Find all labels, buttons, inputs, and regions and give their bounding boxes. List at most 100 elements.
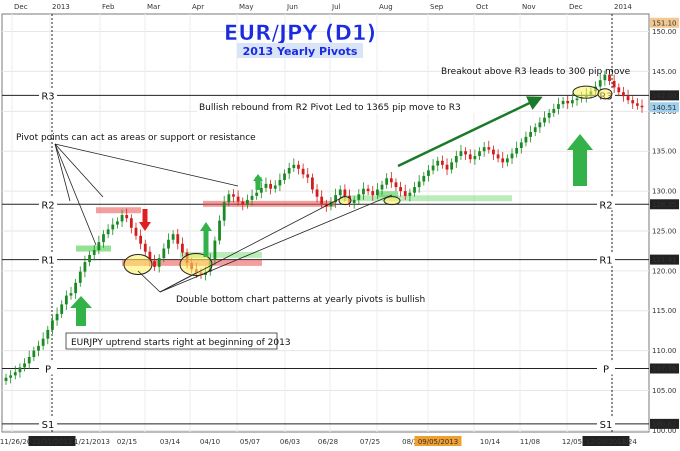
candle-body <box>278 179 282 186</box>
date-label: 1/24 <box>621 438 637 446</box>
candle-body <box>478 151 481 156</box>
y-tick-label: 100.00 <box>652 427 677 435</box>
candle-body <box>97 242 101 251</box>
pivot-price-tag <box>650 363 679 374</box>
annotation-pivot-areas: Pivot points can act as areas or support… <box>16 133 256 143</box>
candle-body <box>162 248 166 259</box>
candle-body <box>60 304 64 314</box>
price-tag <box>650 102 679 113</box>
candle-body <box>102 234 105 243</box>
candle-body <box>362 188 365 195</box>
candle-body <box>617 87 621 93</box>
candle-body <box>134 227 138 236</box>
candle-body <box>473 155 477 160</box>
candle-body <box>445 164 449 170</box>
pivot-label-right: S1 <box>600 420 613 431</box>
month-label: Dec <box>14 3 28 11</box>
candle-body <box>143 243 147 252</box>
pivot-label-bg <box>597 197 615 211</box>
date-label: 07/25 <box>360 438 380 446</box>
candle-body <box>32 350 36 358</box>
y-axis: 100.00 105.00 110.00 115.00 120.00 125.00 130.… <box>650 17 679 435</box>
pivot-label-bg <box>39 197 57 211</box>
candle-body <box>37 345 40 351</box>
pattern-ellipse <box>179 252 213 276</box>
pattern-ellipse <box>123 253 153 275</box>
pattern-ellipse <box>597 88 613 100</box>
candle-body <box>501 158 505 163</box>
candle-body <box>283 173 286 180</box>
candle-body <box>167 239 170 249</box>
y-tick-label: 150.00 <box>652 28 677 36</box>
date-label: 12/29/2013 <box>586 438 626 446</box>
candle-body <box>389 178 393 183</box>
annotation-lines <box>54 143 393 293</box>
date-label: 11/08 <box>520 438 540 446</box>
candle-body <box>106 229 110 235</box>
annotation-uptrend: EURJPY uptrend starts right at beginning… <box>71 338 291 348</box>
pivot-label-right: R2 <box>599 200 612 211</box>
candle-body <box>153 261 156 267</box>
candle-body <box>385 178 389 185</box>
date-label: 08/2 <box>402 438 418 446</box>
candle-body <box>320 196 324 204</box>
date-label: 12/05 <box>562 438 582 446</box>
candle-body <box>598 80 602 87</box>
candle-body <box>640 105 644 108</box>
date-label: 06/03 <box>280 438 300 446</box>
up-arrow <box>567 134 593 186</box>
candle-body <box>78 271 82 283</box>
pivot-label-bg <box>39 88 57 102</box>
zone-band <box>203 200 335 207</box>
candle-body <box>232 194 235 197</box>
price-tag <box>650 17 679 28</box>
candle-body <box>23 363 26 368</box>
date-label: 11/26/2012 <box>0 438 40 446</box>
candle-body <box>306 174 310 178</box>
candle-body <box>287 167 291 174</box>
candle-body <box>236 196 240 202</box>
candle-body <box>547 112 551 118</box>
candle-body <box>464 151 467 155</box>
candle-body <box>269 183 273 189</box>
y-tick-label: 105.00 <box>652 387 677 395</box>
price-tag-label: 151.10 <box>652 19 677 27</box>
pivot-label-bg <box>597 361 615 375</box>
annotation-breakout: Breakout above R3 leads to 300 pip move <box>441 67 631 77</box>
month-label: Sep <box>430 3 444 11</box>
candle-body <box>46 329 50 339</box>
candle-body <box>171 234 175 240</box>
y-tick-label: 135.00 <box>652 148 677 156</box>
y-tick-label: 130.00 <box>652 188 677 196</box>
price-tag-label: 140.51 <box>652 104 677 112</box>
month-label: Apr <box>192 3 204 11</box>
candle-body <box>301 168 305 175</box>
up-arrow <box>70 296 92 326</box>
candles <box>4 69 644 385</box>
candle-body <box>561 100 565 105</box>
candle-body <box>417 181 421 188</box>
candle-body <box>264 183 268 188</box>
pivot-price-tag <box>650 199 679 210</box>
candle-body <box>88 254 91 263</box>
candle-body <box>566 100 570 104</box>
candle-body <box>436 160 440 166</box>
candle-body <box>338 189 342 196</box>
candle-body <box>241 201 245 205</box>
month-label: Jun <box>286 3 298 11</box>
pivot-label-left: S1 <box>42 420 55 431</box>
candle-body <box>222 202 226 221</box>
zone-band <box>378 191 398 198</box>
candle-body <box>519 142 523 149</box>
candle-body <box>259 187 263 193</box>
y-tick-label: 145.00 <box>652 68 677 76</box>
date-label: 02/15 <box>117 438 137 446</box>
month-label: 2014 <box>614 3 632 11</box>
candle-body <box>74 282 78 294</box>
month-label: Mar <box>147 3 160 11</box>
candle-body <box>468 154 472 160</box>
annotation-arrows <box>70 96 593 326</box>
candle-body <box>529 132 532 137</box>
zone-band <box>180 251 262 258</box>
pivot-price-tag <box>650 90 679 101</box>
